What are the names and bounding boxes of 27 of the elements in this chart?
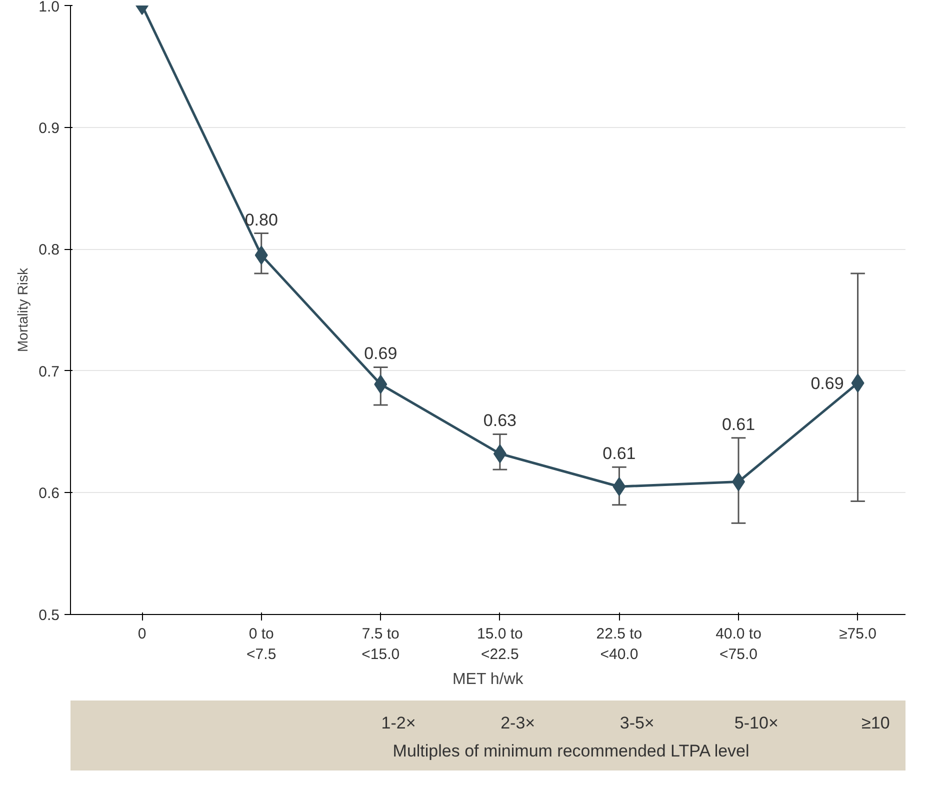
- data-label: 0.80: [244, 210, 278, 230]
- data-label: 0.69: [364, 344, 398, 364]
- data-label: 0.61: [602, 444, 636, 464]
- x-tick-label: ≥75.0: [839, 626, 877, 642]
- x-axis-title: MET h/wk: [452, 670, 524, 688]
- data-label: 0.61: [722, 414, 756, 434]
- data-label: 0.63: [483, 411, 516, 430]
- x-tick-label: 7.5 to <15.0: [362, 626, 400, 663]
- y-tick-label: 0.5: [38, 607, 60, 624]
- x-tick-label: 15.0 to <22.5: [476, 626, 523, 663]
- text: 3-5×: [620, 713, 654, 732]
- x-tick-label: 22.5 to <40.0: [596, 626, 642, 663]
- y-tick-label: 0.7: [38, 363, 60, 380]
- y-tick-label: 0.8: [38, 242, 60, 259]
- x-tick-label: 0: [138, 626, 146, 642]
- x-tick-label: 40.0 to <75.0: [716, 626, 762, 663]
- text: 1-2×: [381, 713, 416, 732]
- text: ≥10: [862, 713, 890, 732]
- text: 5-10×: [734, 713, 778, 732]
- data-label: 0.69: [810, 374, 844, 394]
- y-axis-title: Mortality Risk: [14, 266, 31, 352]
- y-tick-label: 0.9: [38, 120, 60, 137]
- text: 2-3×: [500, 713, 536, 732]
- y-tick-label: 1.0: [38, 0, 60, 16]
- x-tick-label: 0 to <7.5: [246, 626, 276, 663]
- text: Multiples of minimum recommended LTPA level: [392, 741, 750, 760]
- y-tick-label: 0.6: [38, 485, 60, 502]
